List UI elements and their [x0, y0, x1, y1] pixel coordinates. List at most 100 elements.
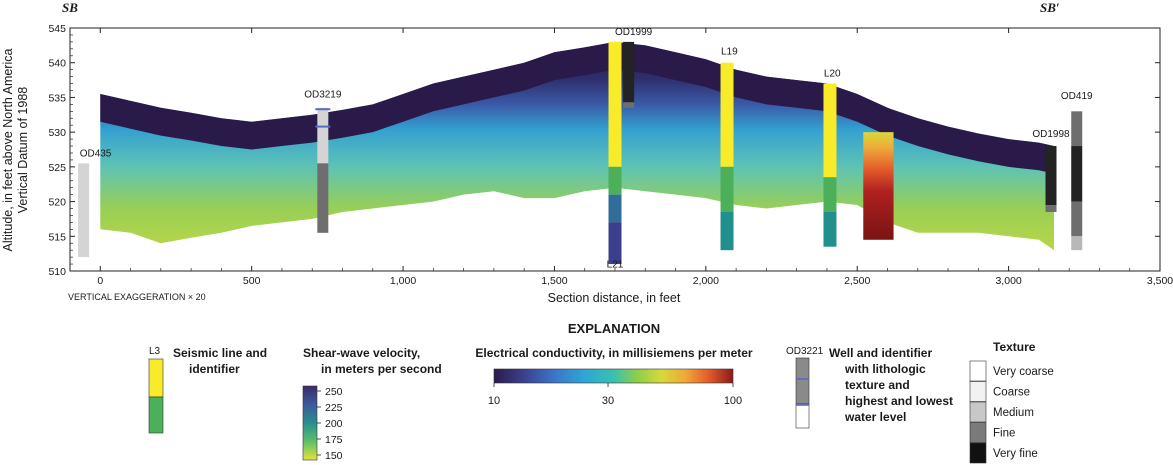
- x-tick-label: 2,000: [693, 275, 719, 287]
- well-OD1998-segment: [1045, 146, 1057, 206]
- column-label-od3219: OD3219: [304, 89, 342, 100]
- seismic-OD1999-segment: [608, 222, 622, 265]
- texture-swatch: [969, 442, 987, 464]
- column-label-od435: OD435: [80, 148, 112, 159]
- column-label-l21: L21: [607, 260, 624, 271]
- seismic-L20-segment: [823, 83, 837, 178]
- section-start-label: SB: [62, 0, 78, 15]
- x-tick-label: 1,000: [390, 275, 416, 287]
- x-tick-label: 2,500: [844, 275, 870, 287]
- texture-label: Very coarse: [993, 366, 1054, 378]
- y-tick-label: 510: [48, 266, 66, 278]
- cond-tick-label: 30: [602, 395, 614, 407]
- x-tick-label: 3,000: [995, 275, 1021, 287]
- y-tick-label: 540: [48, 58, 66, 70]
- well-OD435-segment: [78, 163, 90, 258]
- y-tick-label: 545: [48, 23, 66, 35]
- legend-shear-title-2: in meters per second: [321, 362, 442, 376]
- well-OD3219-segment: [317, 107, 329, 164]
- seismic-L19-segment: [720, 211, 734, 251]
- column-label-od419: OD419: [1061, 91, 1093, 102]
- seismic-OD1999-segment: [608, 166, 622, 195]
- legend-well-label-2: with lithologic: [844, 362, 926, 376]
- shear-tick-label: 250: [325, 386, 343, 398]
- texture-swatch: [969, 360, 987, 382]
- legend-conductivity-title: Electrical conductivity, in millisiemens…: [475, 346, 753, 360]
- boreholes-and-seismic-lines: [78, 41, 1083, 265]
- column-labels: OD1999 L21 L19 L20 OD435 OD3219 OD1998 OD419: [80, 27, 1093, 271]
- legend-texture-title: Texture: [993, 340, 1036, 354]
- column-label-l19: L19: [721, 46, 738, 57]
- high-conductivity-zone: [863, 132, 894, 240]
- seismic-L20-segment: [823, 177, 837, 212]
- texture-label: Very fine: [993, 448, 1038, 460]
- column-label-od1998: OD1998: [1032, 129, 1070, 140]
- legend-texture: Texture Very coarseCoarseMediumFineVery …: [969, 340, 1054, 464]
- seismic-OD1999-segment: [608, 194, 622, 223]
- section-end-label: SB′: [1040, 0, 1060, 15]
- shear-tick-label: 200: [325, 418, 343, 430]
- well-OD1998-segment: [1045, 205, 1057, 212]
- shear-tick-label: 175: [325, 434, 343, 446]
- cond-tick-label: 10: [488, 395, 500, 407]
- cond-tick-label: 100: [724, 395, 742, 407]
- conductivity-profile: [100, 41, 1055, 251]
- cross-section-plot: 0 500 1,000 1,500 2,000 2,500 3,000 3,500 51051…: [48, 23, 1173, 287]
- well-OD1999w-segment: [623, 41, 635, 103]
- texture-label: Fine: [993, 428, 1015, 440]
- y-tick-label: 525: [48, 162, 66, 174]
- legend-shear-wave: Shear-wave velocity, in meters per secon…: [302, 346, 442, 462]
- explanation-title: EXPLANATION: [568, 321, 660, 336]
- legend-seismic-green: [148, 396, 164, 434]
- texture-label: Medium: [993, 407, 1034, 419]
- legend-texture-items: Very coarse Coarse Medium Fine Very fine: [969, 360, 1054, 464]
- y-tick-label: 520: [48, 197, 66, 209]
- column-label-od1999: OD1999: [615, 27, 653, 38]
- legend-conductivity-ticks: 10 30 100: [488, 383, 742, 407]
- legend-well: OD3221 Well and identifier with litholog…: [786, 346, 953, 429]
- texture-swatch: [969, 401, 987, 423]
- legend-well-label-5: water level: [844, 410, 906, 424]
- legend-seismic: L3 Seismic line and identifier: [148, 346, 267, 434]
- vertical-exaggeration-note: VERTICAL EXAGGERATION × 20: [68, 292, 206, 302]
- well-OD419-segment: [1071, 201, 1083, 237]
- legend-shear-title-1: Shear-wave velocity,: [303, 346, 420, 360]
- shear-tick-label: 150: [325, 450, 343, 462]
- texture-label: Coarse: [993, 387, 1030, 399]
- legend-well-label-1: Well and identifier: [829, 346, 932, 360]
- y-axis-label-line2: Vertical Datum of 1988: [16, 87, 30, 214]
- seismic-L19-segment: [720, 166, 734, 212]
- legend-shear-colorbar: [302, 385, 318, 461]
- x-axis-ticks: 0 500 1,000 1,500 2,000 2,500 3,000 3,500: [69, 28, 1173, 287]
- seismic-L20-segment: [823, 211, 837, 247]
- texture-swatch: [969, 381, 987, 402]
- y-tick-label: 515: [48, 231, 66, 243]
- x-tick-label: 1,500: [541, 275, 567, 287]
- well-OD419-segment: [1071, 236, 1083, 251]
- texture-swatch: [969, 422, 987, 443]
- legend-conductivity: Electrical conductivity, in millisiemens…: [475, 346, 753, 407]
- y-tick-label: 535: [48, 92, 66, 104]
- legend-seismic-label-1: Seismic line and: [173, 346, 267, 360]
- x-tick-label: 500: [243, 275, 261, 287]
- legend-well-label-3: texture and: [845, 378, 910, 392]
- profile-top-band: [100, 41, 1055, 174]
- column-label-l20: L20: [824, 69, 841, 80]
- legend-well-label-4: highest and lowest: [845, 394, 953, 408]
- legend-seismic-yellow: [148, 358, 164, 398]
- legend-shear-ticks: 250 225 200 175 150: [317, 386, 343, 462]
- well-OD419-segment: [1071, 146, 1083, 202]
- seismic-L19-segment: [720, 62, 734, 167]
- y-axis-label-line1: Altitude, in feet above North America: [1, 49, 15, 252]
- legend-well-column-bottom: [795, 403, 810, 429]
- well-OD1999w-segment: [623, 102, 635, 108]
- y-tick-label: 530: [48, 127, 66, 139]
- seismic-OD1999-segment: [608, 41, 622, 167]
- legend-well-column-top: [795, 357, 810, 405]
- legend-seismic-label-2: identifier: [189, 362, 240, 376]
- legend-well-id: OD3221: [786, 346, 824, 357]
- legend-conductivity-colorbar: [493, 368, 734, 384]
- x-tick-label: 3,500: [1147, 275, 1173, 287]
- anomaly-rect: [863, 132, 894, 240]
